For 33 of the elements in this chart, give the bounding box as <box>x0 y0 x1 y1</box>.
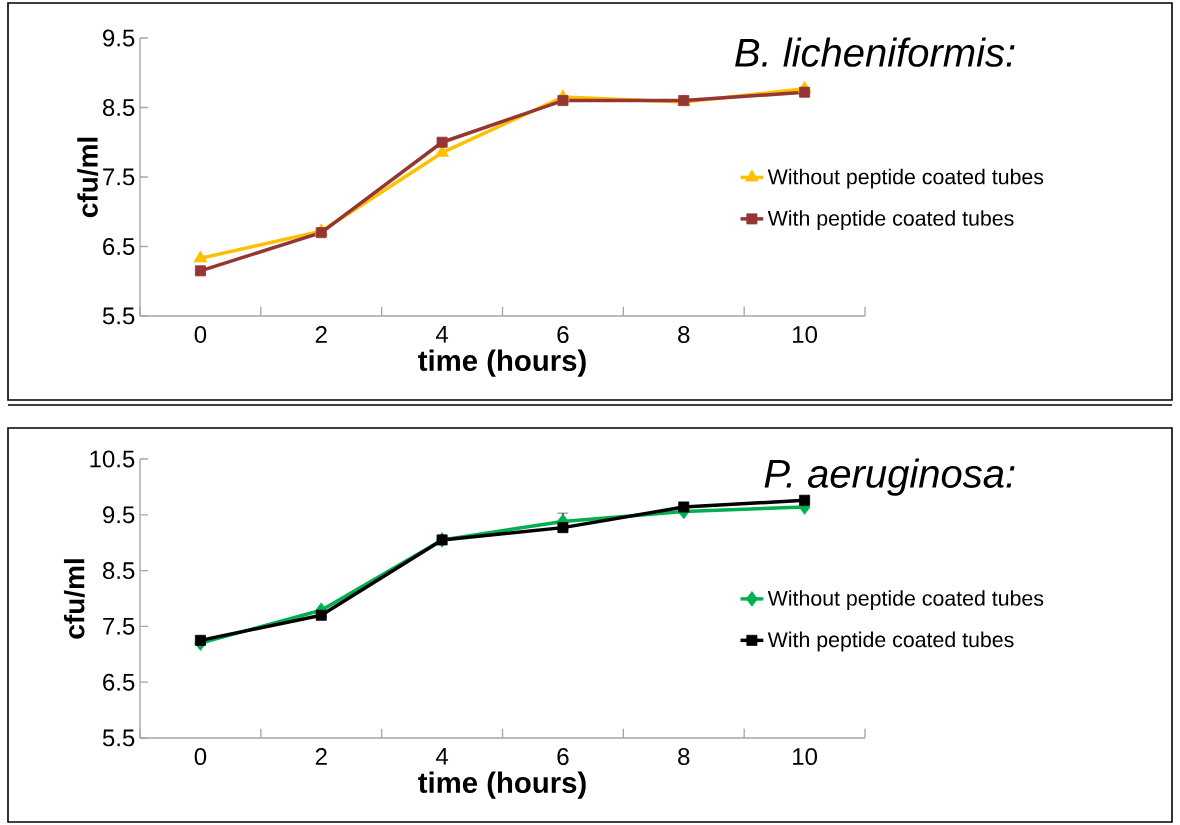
y-tick-label: 6.5 <box>103 673 135 691</box>
y-tick-label: 5.5 <box>102 729 135 747</box>
chart-title: P. aeruginosa: <box>764 458 1015 496</box>
legend-label: With peptide coated tubes <box>767 631 1014 652</box>
legend-label: Without peptide coated tubes <box>767 168 1044 189</box>
x-tick-label: 6 <box>557 748 569 766</box>
legend-label: Without peptide coated tubes <box>767 590 1044 611</box>
chart-title: B. licheniformis: <box>735 37 1015 67</box>
x-tick-label: 2 <box>315 326 327 343</box>
x-tick-label: 8 <box>678 748 690 766</box>
x-tick-label: 8 <box>678 326 690 344</box>
x-tick-label: 6 <box>557 326 569 344</box>
x-tick-label: 2 <box>315 748 327 765</box>
y-tick-label: 8.5 <box>102 98 135 116</box>
x-axis-title: time (hours) <box>418 771 586 799</box>
x-tick-label: 10 <box>793 748 818 766</box>
y-axis-title: cfu/ml <box>63 559 85 639</box>
y-tick-label: 5.5 <box>102 307 135 325</box>
x-axis-title: time (hours) <box>418 349 586 377</box>
y-tick-label: 7.5 <box>103 618 135 635</box>
y-tick-label: 9.5 <box>103 506 135 524</box>
x-tick-label: 10 <box>793 326 818 344</box>
y-tick-label: 7.5 <box>103 168 135 186</box>
x-tick-label: 4 <box>435 326 449 343</box>
y-axis-title: cfu/ml <box>77 137 99 218</box>
legend-label: With peptide coated tubes <box>767 210 1014 231</box>
y-tick-label: 10.5 <box>90 450 135 468</box>
y-tick-label: 6.5 <box>103 237 135 255</box>
y-tick-label: 9.5 <box>103 29 135 47</box>
x-tick-label: 4 <box>435 748 449 765</box>
x-tick-label: 0 <box>194 748 207 766</box>
x-tick-label: 0 <box>194 326 207 344</box>
y-tick-label: 8.5 <box>102 562 135 580</box>
